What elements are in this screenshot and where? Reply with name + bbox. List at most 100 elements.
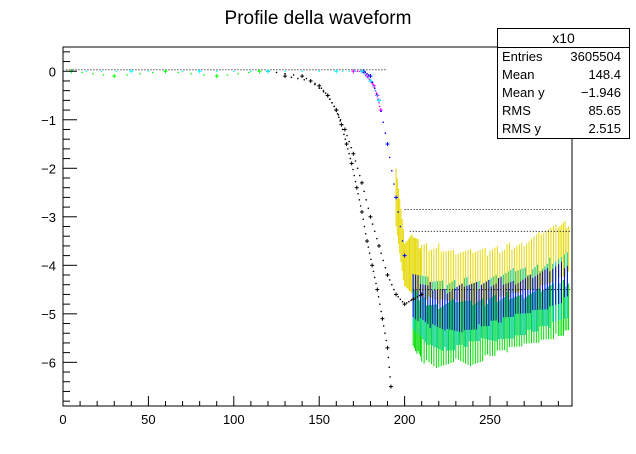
data-point-dot [115, 70, 118, 73]
data-point-dot [399, 225, 402, 228]
data-point-dot [367, 77, 370, 80]
stats-key: RMS y [502, 121, 541, 136]
data-point-dot [348, 70, 350, 73]
data-point-dot [405, 302, 408, 304]
data-point-dot [339, 120, 341, 122]
data-point [385, 273, 390, 278]
stats-title: x10 [498, 29, 629, 48]
data-point-dot [391, 169, 393, 172]
data-point [394, 195, 399, 200]
stats-row-mean: Mean 148.4 [498, 66, 629, 84]
data-point [257, 69, 262, 74]
data-point [283, 74, 288, 79]
data-point-dot [301, 70, 303, 73]
stats-row-rms: RMS 85.65 [498, 102, 629, 120]
y-tick-label: −5 [41, 307, 56, 322]
data-point-dot [366, 72, 368, 75]
data-point-dot [250, 70, 252, 73]
data-point [344, 142, 349, 147]
data-point-dot [350, 146, 353, 149]
data-point [376, 98, 381, 103]
data-point [380, 316, 385, 321]
data-point-dot [410, 299, 412, 302]
x-tick-label: 50 [141, 412, 155, 427]
data-point-dot [358, 199, 361, 201]
data-point-dot [363, 225, 366, 228]
data-point-dot [320, 87, 323, 90]
data-point-dot [371, 81, 374, 83]
data-point [376, 243, 381, 248]
data-point [411, 297, 416, 302]
data-point-dot [373, 276, 376, 279]
data-point-dot [380, 310, 382, 313]
data-point-dot [338, 116, 340, 119]
data-point-dot [399, 298, 402, 301]
data-point-dot [382, 325, 385, 327]
data-point-dot [365, 199, 367, 201]
data-point-dot [151, 71, 154, 74]
data-point [359, 209, 364, 214]
stats-row-rms-y: RMS y 2.515 [498, 120, 629, 138]
data-point-dot [343, 133, 345, 136]
data-point-dot [371, 85, 374, 87]
data-point-dot [337, 114, 340, 116]
data-point [402, 302, 407, 307]
data-point-dot [373, 230, 376, 233]
data-point-dot [384, 332, 386, 335]
data-point [265, 69, 270, 74]
data-point-dot [380, 110, 382, 113]
data-point [349, 161, 354, 166]
data-point-dot [354, 160, 357, 162]
data-point-dot [388, 156, 391, 159]
data-point-dot [364, 74, 367, 76]
data-point-dot [380, 252, 382, 254]
data-point-dot [314, 83, 316, 86]
data-point-dot [376, 94, 378, 97]
data-point-dot [341, 123, 344, 126]
data-point-dot [401, 300, 404, 303]
data-point-dot [336, 112, 339, 115]
data-point [163, 69, 168, 74]
data-point-dot [391, 283, 393, 286]
data-point [112, 74, 117, 79]
data-point-dot [177, 71, 180, 74]
data-point-dot [92, 72, 94, 75]
data-point-dot [384, 266, 387, 269]
data-point [334, 69, 339, 74]
data-point-dot [305, 77, 308, 80]
data-point-dot [349, 157, 352, 160]
data-point-dot [378, 101, 380, 104]
data-point-dot [382, 121, 385, 123]
y-tick-label: −6 [41, 355, 56, 370]
data-point [334, 108, 339, 113]
data-point-dot [324, 92, 327, 94]
data-point-dot [237, 72, 239, 75]
data-point-dot [356, 70, 359, 73]
data-point-dot [387, 356, 390, 359]
data-point [365, 239, 370, 244]
stats-box: x10 Entries 3605504 Mean 148.4 Mean y −1… [497, 28, 630, 139]
stats-key: Entries [502, 49, 543, 64]
data-point-dot [102, 74, 105, 76]
data-point-dot [376, 93, 378, 96]
data-point-dot [401, 240, 404, 242]
data-point [359, 69, 364, 74]
data-point [300, 74, 305, 79]
data-point [308, 78, 313, 83]
data-point-dot [375, 282, 377, 285]
data-point-dot [397, 296, 400, 298]
data-point-dot [139, 72, 141, 75]
y-tick-label: −4 [41, 258, 56, 273]
data-point-dot [416, 296, 419, 298]
data-point [394, 292, 399, 297]
data-point [351, 69, 356, 74]
data-point-dot [370, 258, 372, 261]
data-point-dot [344, 138, 347, 140]
data-point-dot [377, 296, 380, 298]
data-point-dot [385, 339, 388, 342]
data-point-dot [354, 70, 357, 73]
data-point-dot [333, 105, 335, 108]
data-point-dot [126, 74, 128, 76]
data-point-dot [364, 232, 367, 235]
